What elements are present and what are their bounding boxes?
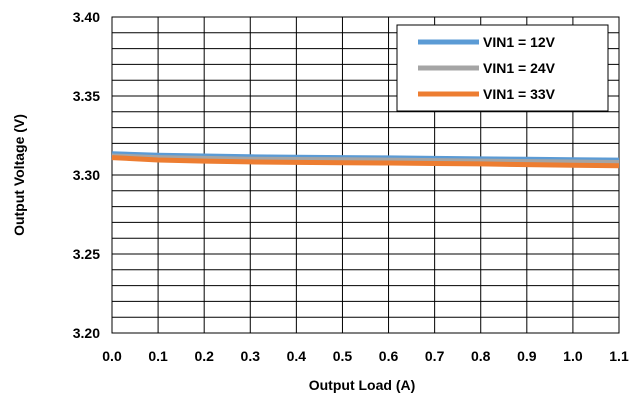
legend: VIN1 = 12V VIN1 = 24V VIN1 = 33V: [396, 24, 609, 112]
y-axis-title: Output Voltage (V): [11, 114, 27, 236]
x-tick-label: 0.7: [425, 348, 445, 364]
x-tick-label: 0.1: [148, 348, 168, 364]
legend-label-1: VIN1 = 12V: [483, 34, 556, 50]
x-tick-label: 0.9: [517, 348, 537, 364]
y-tick-label: 3.20: [73, 325, 100, 341]
x-axis-title: Output Load (A): [309, 377, 416, 393]
plot-area: [111, 16, 620, 334]
legend-label-3: VIN1 = 33V: [483, 86, 556, 102]
x-tick-label: 0.0: [102, 348, 122, 364]
y-tick-label: 3.25: [73, 246, 100, 262]
x-tick-label: 0.8: [471, 348, 491, 364]
x-tick-label: 0.5: [333, 348, 353, 364]
series-line-3: [111, 155, 620, 169]
x-tick-label: 0.2: [194, 348, 214, 364]
legend-label-2: VIN1 = 24V: [483, 60, 556, 76]
x-tick-label: 0.3: [241, 348, 261, 364]
x-tick-label: 1.0: [563, 348, 583, 364]
x-tick-label: 0.4: [287, 348, 307, 364]
series-lines: [111, 151, 620, 169]
y-tick-label: 3.35: [73, 88, 100, 104]
x-tick-labels: 0.0 0.1 0.2 0.3 0.4 0.5 0.6 0.7 0.8 0.9 1.0 1.1: [102, 348, 629, 364]
y-tick-labels: 3.20 3.25 3.30 3.35 3.40: [73, 9, 100, 341]
y-tick-label: 3.40: [73, 9, 100, 25]
x-tick-label: 0.6: [379, 348, 399, 364]
y-tick-label: 3.30: [73, 167, 100, 183]
x-tick-label: 1.1: [609, 348, 629, 364]
series-line-2: [111, 153, 620, 165]
